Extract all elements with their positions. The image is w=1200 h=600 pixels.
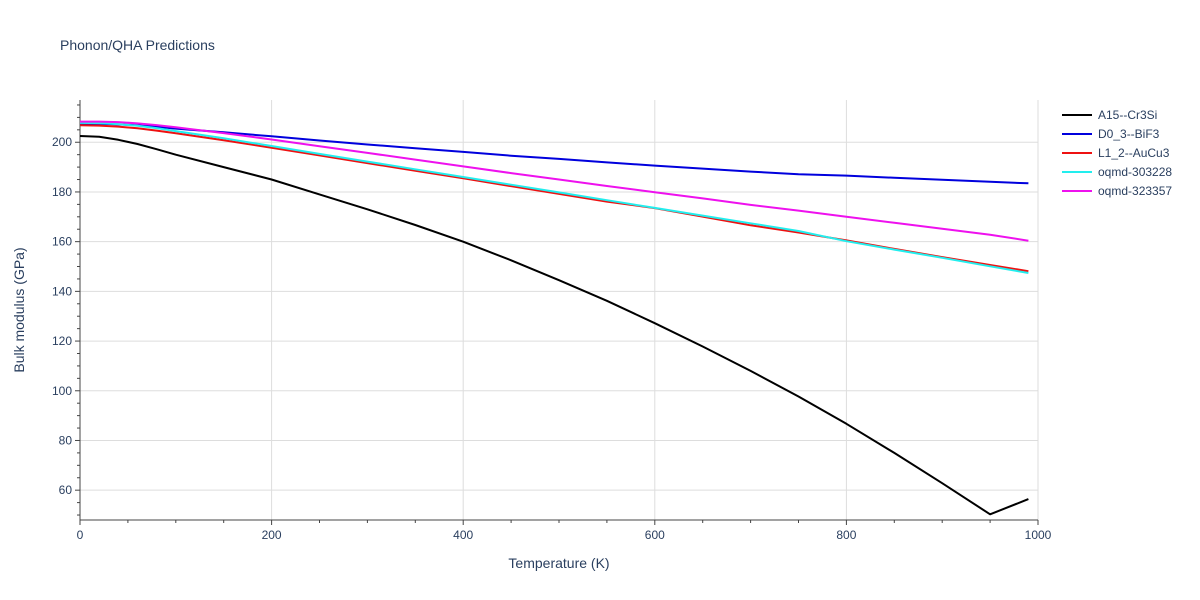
legend-label: oqmd-323357 (1098, 184, 1172, 198)
y-tick-label: 120 (52, 334, 72, 348)
y-tick-label: 140 (52, 284, 72, 298)
y-tick-label: 60 (59, 483, 73, 497)
legend-item[interactable]: D0_3--BiF3 (1062, 127, 1160, 141)
legend-item[interactable]: oqmd-323357 (1062, 184, 1172, 198)
x-tick-label: 800 (836, 528, 856, 542)
legend-item[interactable]: A15--Cr3Si (1062, 108, 1157, 122)
legend[interactable]: A15--Cr3Si D0_3--BiF3 L1_2--AuCu3 oqmd-3032… (1062, 108, 1172, 198)
series-line-3[interactable] (79, 121, 1029, 274)
y-axis-title: Bulk modulus (GPa) (11, 247, 27, 372)
series-line-1[interactable] (79, 122, 1029, 185)
x-tick-label: 1000 (1025, 528, 1052, 542)
y-tick-label: 100 (52, 384, 72, 398)
y-tick-label: 160 (52, 235, 72, 249)
grid (80, 100, 1039, 520)
x-tick-label: 600 (645, 528, 665, 542)
x-axis-title: Temperature (K) (508, 555, 609, 571)
x-tick-label: 0 (77, 528, 84, 542)
legend-label: oqmd-303228 (1098, 165, 1172, 179)
y-tick-label: 80 (59, 433, 73, 447)
series-line-4[interactable] (80, 120, 1029, 242)
x-tick-label: 200 (262, 528, 282, 542)
legend-item[interactable]: L1_2--AuCu3 (1062, 146, 1170, 160)
series-line-0[interactable] (79, 135, 1029, 516)
y-tick-label: 200 (52, 135, 72, 149)
x-tick-label: 400 (453, 528, 473, 542)
legend-label: L1_2--AuCu3 (1098, 146, 1170, 160)
axes: 0 200 400 600 800 1000 60 80 100 120 140 160 180 200 (52, 100, 1052, 542)
y-tick-label: 180 (52, 185, 72, 199)
legend-label: D0_3--BiF3 (1098, 127, 1160, 141)
legend-label: A15--Cr3Si (1098, 108, 1157, 122)
chart-title: Phonon/QHA Predictions (60, 37, 215, 53)
plot-area[interactable] (79, 120, 1029, 516)
series-line-2[interactable] (79, 124, 1029, 273)
legend-item[interactable]: oqmd-303228 (1062, 165, 1172, 179)
